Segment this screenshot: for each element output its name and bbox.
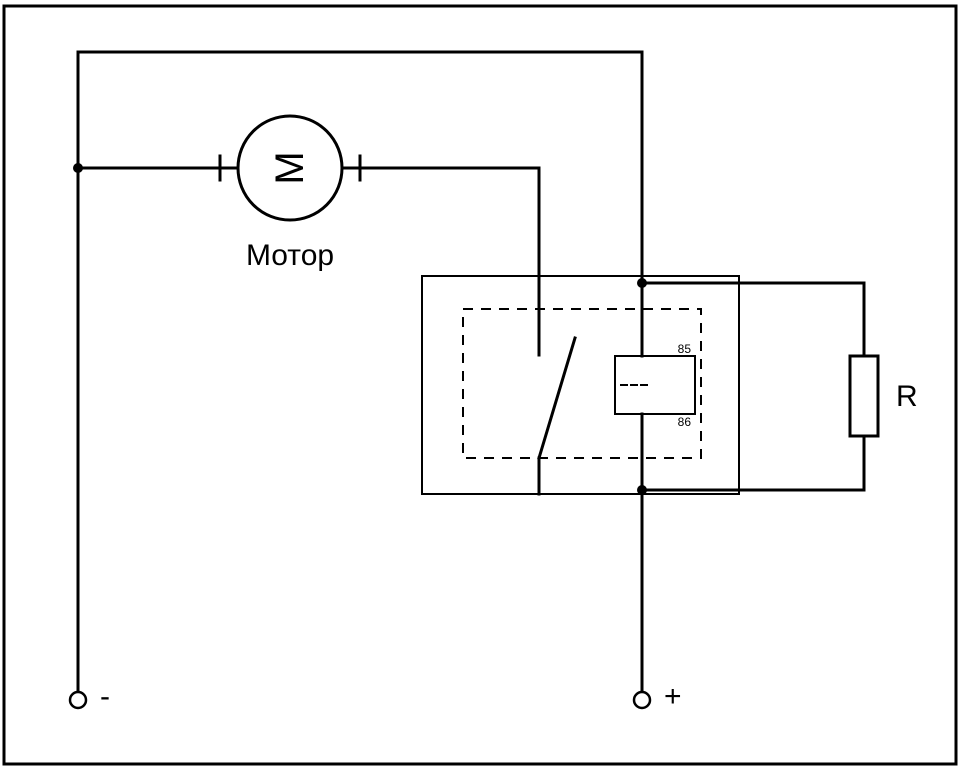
motor-label: Мотор — [246, 239, 334, 272]
terminal-minus-label: - — [100, 680, 110, 713]
terminal-plus-label: + — [664, 680, 682, 713]
junction-node — [73, 163, 83, 173]
resistor-label: R — [896, 380, 918, 413]
resistor — [850, 356, 878, 436]
relay-pin-85: 85 — [678, 342, 692, 356]
terminal-plus — [634, 692, 650, 708]
terminal-minus — [70, 692, 86, 708]
junction-node — [637, 278, 647, 288]
motor-glyph: M — [268, 151, 312, 184]
junction-node — [637, 485, 647, 495]
relay-pin-86: 86 — [678, 415, 692, 429]
